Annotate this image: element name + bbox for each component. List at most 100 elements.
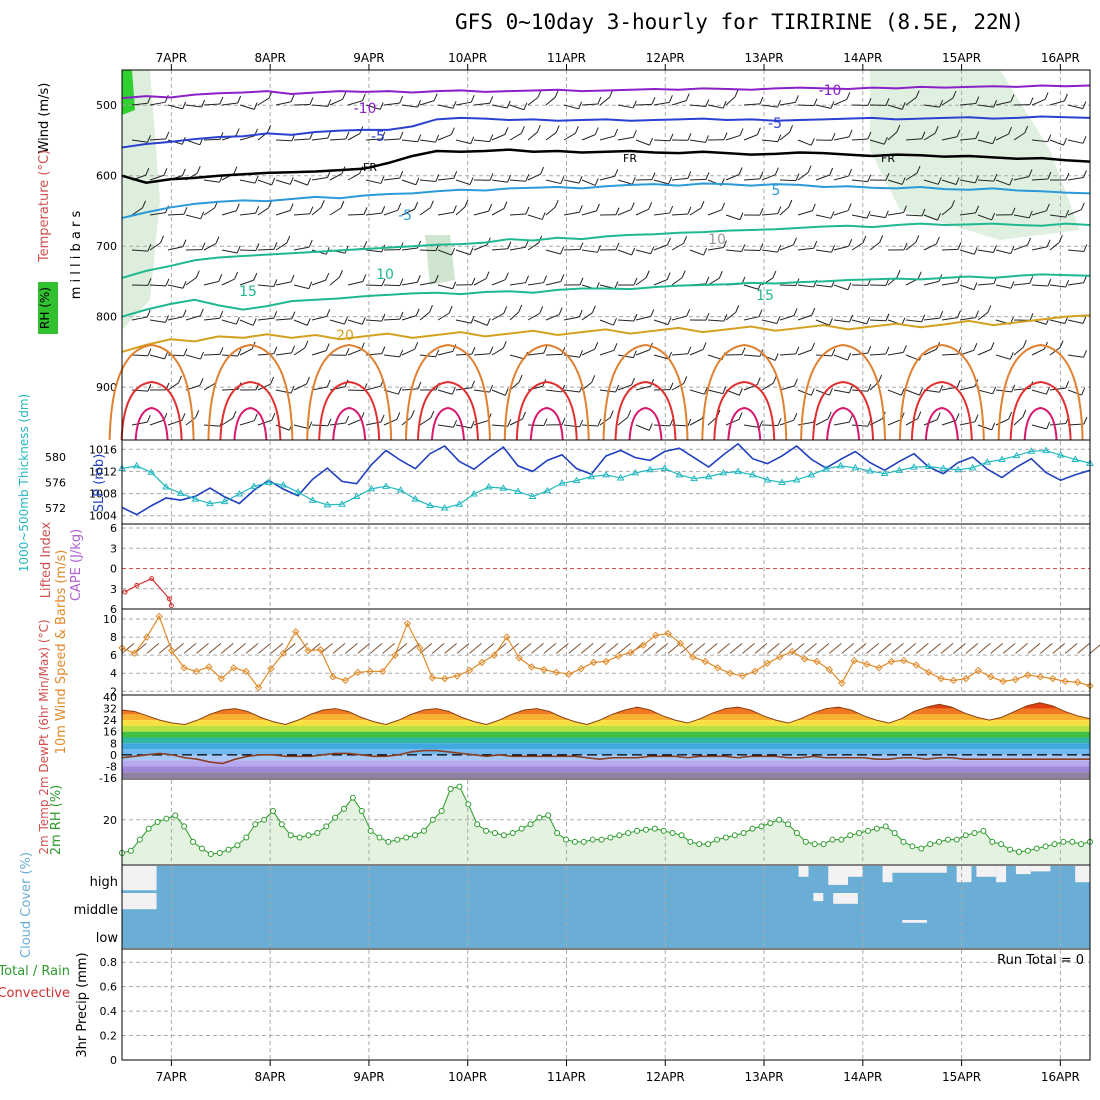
thickness-marker — [132, 461, 141, 469]
isotherm-30 — [120, 380, 183, 441]
wind-barb-flag — [703, 247, 708, 256]
wind-barb-flag — [308, 421, 313, 429]
thickness-marker — [543, 486, 552, 494]
wind-barb — [1052, 642, 1066, 654]
wind-speed-marker — [1073, 678, 1082, 686]
wind-barb-flag — [397, 202, 402, 211]
wind-barb-flag — [974, 414, 979, 422]
rh-marker — [820, 841, 827, 848]
wind-speed-marker — [887, 657, 896, 666]
contour-label: 5 — [772, 183, 781, 199]
wind-barb — [581, 179, 596, 186]
wind-label: Wind (m/s) — [37, 83, 52, 154]
wind-barb — [1031, 348, 1045, 356]
wind-barb-flag — [741, 347, 746, 355]
wind-barb — [995, 418, 1009, 426]
wind-barb — [419, 311, 430, 321]
wind-barb-flag — [756, 127, 761, 135]
wind-barb — [329, 98, 343, 106]
wind-barb — [869, 319, 886, 322]
wind-barb — [245, 642, 259, 654]
wind-barb-flag — [738, 388, 743, 396]
wind-barb — [437, 312, 450, 321]
wind-speed-marker — [602, 657, 610, 666]
wind-barb-flag — [237, 348, 242, 357]
wind-barb — [149, 284, 166, 287]
wind-barb — [506, 642, 520, 654]
thickness-marker — [147, 468, 156, 475]
thickness-marker — [1012, 451, 1021, 459]
contour-label: 10 — [708, 232, 726, 248]
thickness-marker — [587, 472, 596, 480]
wind-barb — [851, 242, 864, 251]
wind-barb-flag — [957, 242, 962, 250]
isotherm-30 — [812, 380, 875, 441]
wind-barb-flag — [200, 351, 204, 360]
rh-marker — [856, 830, 863, 837]
wind-barb — [779, 642, 793, 654]
temp-tick-label: 8 — [110, 737, 117, 750]
wind-barb-flag — [830, 101, 835, 109]
wind-barb — [437, 284, 453, 290]
wind-barb — [221, 417, 234, 426]
wind-barb-flag — [574, 126, 579, 134]
wind-speed-marker — [589, 658, 598, 667]
wind-barb — [851, 352, 868, 356]
wind-barb — [680, 642, 693, 654]
wind-barb — [671, 315, 687, 321]
y-axis-label: m i l l i b a r s — [69, 211, 84, 300]
wind-barb-flag — [309, 97, 314, 105]
thickness-marker — [206, 499, 214, 507]
wind-barb-flag — [956, 129, 961, 137]
wind-barb — [196, 642, 209, 654]
wind-barb-flag — [290, 274, 295, 283]
wind-speed-marker — [378, 667, 387, 676]
thickness-marker — [514, 487, 522, 494]
thickness-marker — [528, 492, 537, 500]
wind-barb — [239, 135, 255, 141]
temp-tick-label: 16 — [103, 726, 117, 739]
wind-barb — [473, 102, 490, 106]
wind-barb-flag — [883, 137, 888, 145]
wind-barb-flag — [338, 270, 343, 278]
wind-barb-flag — [609, 90, 614, 98]
wind-barb-flag — [417, 134, 422, 142]
wind-barb — [953, 642, 966, 654]
wind-barb — [293, 424, 309, 430]
wind-barb — [869, 241, 881, 251]
wind-barb — [239, 179, 256, 184]
wind-barb-flag — [415, 308, 420, 316]
wind-barb — [617, 209, 632, 216]
thickness-marker — [352, 492, 361, 500]
wind-barb-flag — [615, 242, 620, 250]
rh-marker — [642, 826, 649, 833]
wind-barb — [851, 424, 868, 427]
wind-barb-flag — [363, 241, 368, 249]
thickness-marker — [294, 488, 302, 495]
wind-barb — [815, 214, 832, 219]
wind-barb-flag — [919, 387, 923, 396]
wind-speed-marker — [974, 666, 983, 675]
precip-convective-label: Convective — [0, 986, 70, 1001]
wind-barb — [887, 131, 898, 141]
wind-barb — [258, 642, 271, 654]
rh-marker — [758, 823, 765, 830]
x-day-label-top: 16APR — [1041, 51, 1080, 65]
wind-barb-flag — [992, 386, 997, 395]
wind-speed-marker — [800, 655, 809, 663]
wind-barb-flag — [289, 203, 294, 211]
wind-barb — [940, 642, 954, 654]
lifted-index-panel: 6 3 0 3 6 Lifted Index CAPE (J/kg) — [39, 521, 1090, 616]
wind-barb-flag — [489, 384, 494, 393]
wind-barb-flag — [705, 276, 710, 285]
wind-barb-flag — [578, 101, 583, 109]
thickness-label: 1000~500mb Thickness (dm) — [17, 394, 31, 572]
wind-barb — [509, 381, 520, 391]
wind-barb — [995, 179, 1010, 186]
wind-speed-marker — [354, 668, 362, 677]
wind-barb-flag — [667, 237, 671, 246]
wind-barb — [635, 277, 647, 286]
wind-barb — [977, 424, 992, 431]
wind-barb — [617, 104, 634, 109]
wind-barb — [707, 354, 723, 361]
